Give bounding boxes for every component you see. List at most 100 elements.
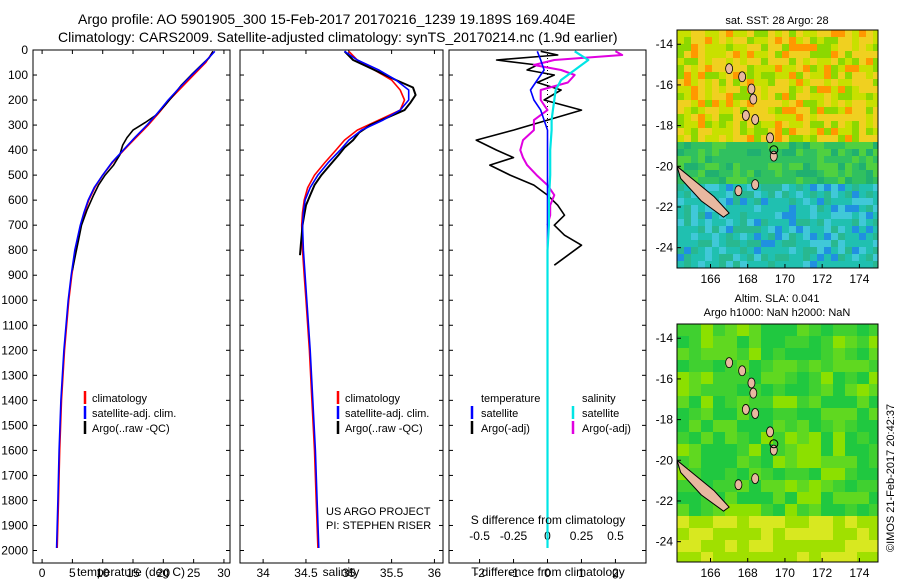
map-cell <box>817 44 824 51</box>
map-cell <box>852 177 859 184</box>
map-cell <box>749 444 761 456</box>
map-cell <box>789 247 796 254</box>
map-cell <box>866 121 873 128</box>
map-cell <box>785 504 797 516</box>
map-cell <box>845 205 852 212</box>
map-cell <box>761 135 768 142</box>
map-cell <box>852 205 859 212</box>
map-cell <box>677 30 684 37</box>
map-cell <box>785 444 797 456</box>
map-cell <box>852 121 859 128</box>
header-line1: Argo profile: AO 5901905_300 15-Feb-2017… <box>78 11 575 27</box>
map-cell <box>782 149 789 156</box>
map-cell <box>768 261 775 268</box>
map-cell <box>768 51 775 58</box>
map-cell <box>713 348 725 360</box>
map-cell <box>719 100 726 107</box>
map-cell <box>782 163 789 170</box>
map-cell <box>698 233 705 240</box>
map-cell <box>733 212 740 219</box>
map-cell <box>809 372 821 384</box>
map-cell <box>733 205 740 212</box>
map-cell <box>852 79 859 86</box>
map-cell <box>684 170 691 177</box>
map-x-tick-label: 166 <box>700 272 720 286</box>
map-cell <box>833 420 845 432</box>
map-cell <box>789 240 796 247</box>
map-cell <box>821 552 833 562</box>
map-cell <box>852 212 859 219</box>
map-cell <box>785 384 797 396</box>
map-cell <box>845 226 852 233</box>
depth-tick-label: 2000 <box>1 543 28 557</box>
map-cell <box>833 492 845 504</box>
map-cell <box>817 226 824 233</box>
map-cell <box>719 30 726 37</box>
x-tick-label: 10 <box>96 566 110 580</box>
map-cell <box>754 51 761 58</box>
map-cell <box>873 156 878 163</box>
map-cell <box>677 420 689 432</box>
map-cell <box>726 37 733 44</box>
map-cell <box>869 360 878 372</box>
map-cell <box>810 149 817 156</box>
map-cell <box>845 121 852 128</box>
map-cell <box>677 336 689 348</box>
map-cell <box>831 163 838 170</box>
map-cell <box>824 156 831 163</box>
map-cell <box>689 528 701 540</box>
map-cell <box>691 142 698 149</box>
map-cell <box>733 128 740 135</box>
map-cell <box>747 156 754 163</box>
map-cell <box>873 226 878 233</box>
map-cell <box>789 93 796 100</box>
map-cell <box>852 30 859 37</box>
map-cell <box>803 30 810 37</box>
map-cell <box>768 121 775 128</box>
map-cell <box>785 348 797 360</box>
map-cell <box>838 37 845 44</box>
map-cell <box>719 65 726 72</box>
map-cell <box>845 432 857 444</box>
map-cell <box>775 72 782 79</box>
map-cell <box>719 121 726 128</box>
map-cell <box>689 540 701 552</box>
map-cell <box>809 420 821 432</box>
map-cell <box>796 254 803 261</box>
island <box>747 83 756 95</box>
map-cell <box>859 128 866 135</box>
map-cell <box>775 191 782 198</box>
map-cell <box>809 432 821 444</box>
map-cell <box>761 240 768 247</box>
temperature-panel-frame <box>32 49 231 564</box>
map-cell <box>698 247 705 254</box>
map-cell <box>797 552 809 562</box>
map-cell <box>754 93 761 100</box>
map-cell <box>810 254 817 261</box>
map-cell <box>773 396 785 408</box>
map-cell <box>754 233 761 240</box>
map-cell <box>768 247 775 254</box>
map-cell <box>737 552 749 562</box>
map-y-tick-label: -20 <box>656 453 674 467</box>
map-cell <box>761 444 773 456</box>
map-cell <box>754 149 761 156</box>
map-cell <box>726 254 733 261</box>
map-cell <box>737 336 749 348</box>
map-cell <box>845 184 852 191</box>
map-cell <box>845 212 852 219</box>
depth-tick-label: 1900 <box>1 518 28 532</box>
map-cell <box>775 226 782 233</box>
map-cell <box>691 254 698 261</box>
map-cell <box>845 93 852 100</box>
map-cell <box>677 348 689 360</box>
map-cell <box>749 540 761 552</box>
map-cell <box>773 384 785 396</box>
map-cell <box>737 528 749 540</box>
map-cell <box>796 198 803 205</box>
map-cell <box>726 177 733 184</box>
map-cell <box>797 444 809 456</box>
map-cell <box>866 205 873 212</box>
map-cell <box>689 324 701 336</box>
map-cell <box>817 212 824 219</box>
